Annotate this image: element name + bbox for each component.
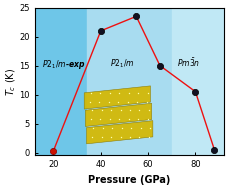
Text: $P2_1/m$-exp: $P2_1/m$-exp xyxy=(42,58,85,71)
Polygon shape xyxy=(86,121,152,144)
Text: $P2_1/m$: $P2_1/m$ xyxy=(110,58,134,70)
Polygon shape xyxy=(84,86,150,109)
Polygon shape xyxy=(85,103,151,126)
X-axis label: Pressure (GPa): Pressure (GPa) xyxy=(88,175,170,185)
Bar xyxy=(34,8,86,155)
Bar xyxy=(171,8,223,155)
Y-axis label: $T_c$ (K): $T_c$ (K) xyxy=(4,67,18,96)
Bar xyxy=(86,8,171,155)
Text: $Pm\bar{3}n$: $Pm\bar{3}n$ xyxy=(176,56,199,69)
